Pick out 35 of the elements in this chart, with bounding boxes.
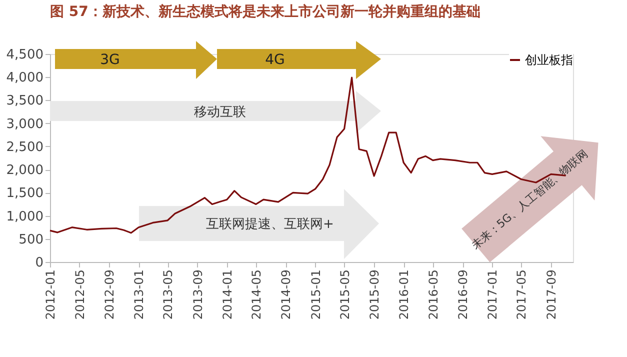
x-tick-label: 2016-09 <box>456 270 470 320</box>
y-tick-label: 0 <box>35 256 44 270</box>
annotation: 4G <box>265 52 285 68</box>
x-tick-label: 2012-01 <box>44 270 58 320</box>
x-tick-label: 2014-05 <box>249 270 264 320</box>
x-tick-label: 2012-05 <box>72 270 87 320</box>
x-tick-label: 2017-01 <box>486 270 500 320</box>
y-tick-label: 1,000 <box>6 209 44 224</box>
y-tick-label: 3,500 <box>6 94 44 109</box>
y-tick-label: 1,500 <box>6 186 44 202</box>
x-tick-label: 2017-09 <box>544 270 558 320</box>
x-tick-label: 2017-05 <box>514 270 529 320</box>
x-tick-label: 2016-05 <box>426 270 440 320</box>
y-tick-label: 3,000 <box>6 116 44 132</box>
x-tick-label: 2013-05 <box>161 270 176 320</box>
x-tick-label: 2015-05 <box>338 270 352 320</box>
annotation: 互联网提速、互联网+ <box>206 217 334 232</box>
annotation: 3G <box>100 52 120 68</box>
x-tick-label: 2015-09 <box>368 270 382 320</box>
chart-title: 图 57：新技术、新生态模式将是未来上市公司新一轮并购重组的基础 <box>50 3 480 20</box>
x-tick-label: 2013-01 <box>132 270 146 320</box>
x-tick-label: 2016-01 <box>397 270 412 320</box>
annotation: 移动互联 <box>194 105 246 120</box>
x-tick-label: 2013-09 <box>190 270 205 320</box>
annotation: 未来：5G、人工智能、物联网 <box>468 147 590 252</box>
x-tick-label: 2015-01 <box>308 270 323 320</box>
legend-label: 创业板指 <box>525 53 573 67</box>
x-tick-label: 2012-09 <box>102 270 117 320</box>
y-tick-label: 500 <box>18 232 44 248</box>
y-tick-label: 2,500 <box>6 140 44 155</box>
x-tick-label: 2014-09 <box>279 270 294 320</box>
y-tick-label: 4,500 <box>6 48 44 62</box>
x-tick-label: 2014-01 <box>220 270 234 320</box>
y-tick-label: 2,000 <box>6 163 44 178</box>
y-tick-label: 4,000 <box>6 70 44 86</box>
